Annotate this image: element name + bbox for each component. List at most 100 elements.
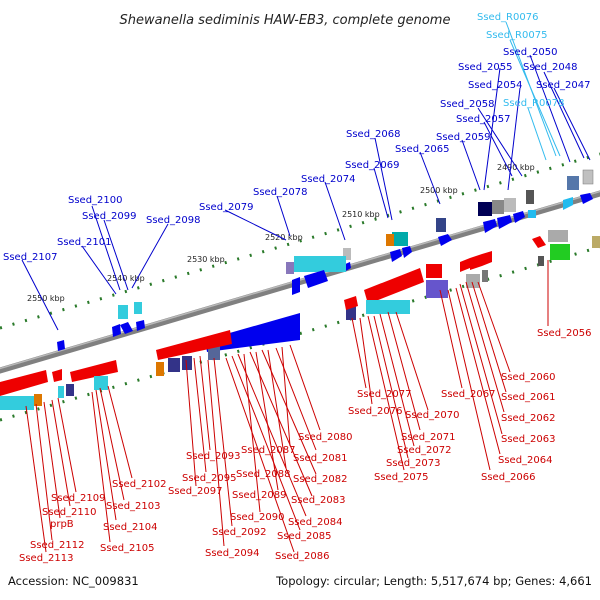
gene-arrow xyxy=(470,254,482,270)
gene-label-2072[interactable]: Ssed_2072 xyxy=(397,445,452,456)
gene-label-2099[interactable]: Ssed_2099 xyxy=(82,211,137,222)
gene-arrow xyxy=(0,370,48,396)
gene-label-R0078[interactable]: Ssed_R0078 xyxy=(503,98,564,109)
gene-label-R0076[interactable]: Ssed_R0076 xyxy=(477,12,538,23)
gene-box xyxy=(118,305,128,319)
gene-label-2056[interactable]: Ssed_2056 xyxy=(537,328,592,339)
gene-box xyxy=(526,190,534,204)
label-connector xyxy=(419,151,441,205)
gene-label-2109[interactable]: Ssed_2109 xyxy=(51,493,106,504)
gene-arrow xyxy=(482,251,492,266)
label-connector xyxy=(51,399,71,507)
gene-label-2075[interactable]: Ssed_2075 xyxy=(374,472,429,483)
gene-label-2094[interactable]: Ssed_2094 xyxy=(205,548,260,559)
gene-label-2064[interactable]: Ssed_2064 xyxy=(498,455,553,466)
gene-label-2085[interactable]: Ssed_2085 xyxy=(277,531,332,542)
gene-label-2050[interactable]: Ssed_2050 xyxy=(503,47,558,58)
gene-label-2089[interactable]: Ssed_2089 xyxy=(232,490,287,501)
gene-label-2083[interactable]: Ssed_2083 xyxy=(291,495,346,506)
gene-label-2071[interactable]: Ssed_2071 xyxy=(401,432,456,443)
gene-label-2048[interactable]: Ssed_2048 xyxy=(523,62,578,73)
gene-label-2078[interactable]: Ssed_2078 xyxy=(253,187,308,198)
gene-box xyxy=(66,384,74,396)
label-connector xyxy=(459,283,503,435)
gene-label-2100[interactable]: Ssed_2100 xyxy=(68,195,123,206)
gene-label-2105[interactable]: Ssed_2105 xyxy=(100,543,155,554)
gene-label-2086[interactable]: Ssed_2086 xyxy=(275,551,330,562)
gene-label-2098[interactable]: Ssed_2098 xyxy=(146,215,201,226)
gene-arrow xyxy=(483,219,497,233)
gene-label-2090[interactable]: Ssed_2090 xyxy=(230,512,285,523)
gene-label-2060[interactable]: Ssed_2060 xyxy=(501,372,556,383)
gene-box xyxy=(208,346,220,360)
label-connector xyxy=(199,355,211,451)
gene-label-2103[interactable]: Ssed_2103 xyxy=(106,501,161,512)
gene-label-2080[interactable]: Ssed_2080 xyxy=(298,432,353,443)
gene-label-2058[interactable]: Ssed_2058 xyxy=(440,99,495,110)
tick-row-outer xyxy=(0,152,600,330)
gene-label-2062[interactable]: Ssed_2062 xyxy=(501,413,556,424)
gene-label-2092[interactable]: Ssed_2092 xyxy=(212,527,267,538)
gene-label-2087[interactable]: Ssed_2087 xyxy=(241,445,296,456)
gene-label-2059[interactable]: Ssed_2059 xyxy=(436,132,491,143)
gene-label-2110[interactable]: Ssed_2110 xyxy=(42,507,97,518)
label-connector xyxy=(477,107,523,177)
gene-box xyxy=(582,169,594,185)
gene-label-2113[interactable]: Ssed_2113 xyxy=(19,553,74,564)
label-connector xyxy=(237,353,307,517)
gene-label-2104[interactable]: Ssed_2104 xyxy=(103,522,158,533)
gene-label-2054[interactable]: Ssed_2054 xyxy=(468,80,523,91)
gene-label-2076[interactable]: Ssed_2076 xyxy=(348,406,403,417)
gene-label-2077[interactable]: Ssed_2077 xyxy=(357,389,412,400)
gene-label-2063[interactable]: Ssed_2063 xyxy=(501,434,556,445)
label-connector xyxy=(249,351,313,497)
gene-label-2061[interactable]: Ssed_2061 xyxy=(501,392,556,403)
gene-label-2074[interactable]: Ssed_2074 xyxy=(301,174,356,185)
gene-label-2055[interactable]: Ssed_2055 xyxy=(458,62,513,73)
gene-label-2093[interactable]: Ssed_2093 xyxy=(186,451,241,462)
gene-arrow xyxy=(156,330,232,360)
topology-label: Topology: circular; Length: 5,517,674 bp… xyxy=(275,574,592,588)
gene-label-2068[interactable]: Ssed_2068 xyxy=(346,129,401,140)
gene-label-2084[interactable]: Ssed_2084 xyxy=(288,517,343,528)
gene-label-2065[interactable]: Ssed_2065 xyxy=(395,144,450,155)
label-connector xyxy=(103,219,129,291)
gene-label-2079[interactable]: Ssed_2079 xyxy=(199,202,254,213)
gene-label-2082[interactable]: Ssed_2082 xyxy=(293,474,348,485)
label-connector xyxy=(359,317,373,405)
gene-arrow xyxy=(580,193,593,204)
gene-label-2097[interactable]: Ssed_2097 xyxy=(168,486,223,497)
gene-arrow xyxy=(112,324,121,337)
gene-label-2066[interactable]: Ssed_2066 xyxy=(481,472,536,483)
gene-label-R0075[interactable]: Ssed_R0075 xyxy=(486,30,547,41)
gene-box xyxy=(504,198,516,212)
gene-label-2101[interactable]: Ssed_2101 xyxy=(57,237,112,248)
gene-label-2047[interactable]: Ssed_2047 xyxy=(536,80,591,91)
gene-box xyxy=(58,386,64,398)
gene-label-2081[interactable]: Ssed_2081 xyxy=(293,453,348,464)
gene-box xyxy=(343,248,351,260)
label-connector xyxy=(439,289,463,389)
gene-label-2057[interactable]: Ssed_2057 xyxy=(456,114,511,125)
gene-label-2107[interactable]: Ssed_2107 xyxy=(3,252,58,263)
gene-box xyxy=(567,176,579,190)
label-connector xyxy=(529,54,571,163)
gene-arrow xyxy=(513,211,525,223)
gene-label-2070[interactable]: Ssed_2070 xyxy=(405,410,460,421)
gene-label-2095[interactable]: Ssed_2095 xyxy=(182,473,237,484)
forward-features xyxy=(57,169,594,351)
gene-label-2102[interactable]: Ssed_2102 xyxy=(112,479,167,490)
label-connector xyxy=(461,139,481,191)
label-connector xyxy=(213,357,233,527)
gene-label-prpB[interactable]: prpB xyxy=(50,519,74,530)
gene-label-2088[interactable]: Ssed_2088 xyxy=(236,469,291,480)
gene-label-2067[interactable]: Ssed_2067 xyxy=(441,389,496,400)
label-connector xyxy=(224,209,287,241)
label-connector xyxy=(289,344,321,431)
gene-box xyxy=(0,396,34,410)
label-connector xyxy=(225,357,295,553)
label-connector xyxy=(185,359,197,487)
gene-label-2073[interactable]: Ssed_2073 xyxy=(386,458,441,469)
gene-label-2112[interactable]: Ssed_2112 xyxy=(30,540,85,551)
gene-label-2069[interactable]: Ssed_2069 xyxy=(345,160,400,171)
